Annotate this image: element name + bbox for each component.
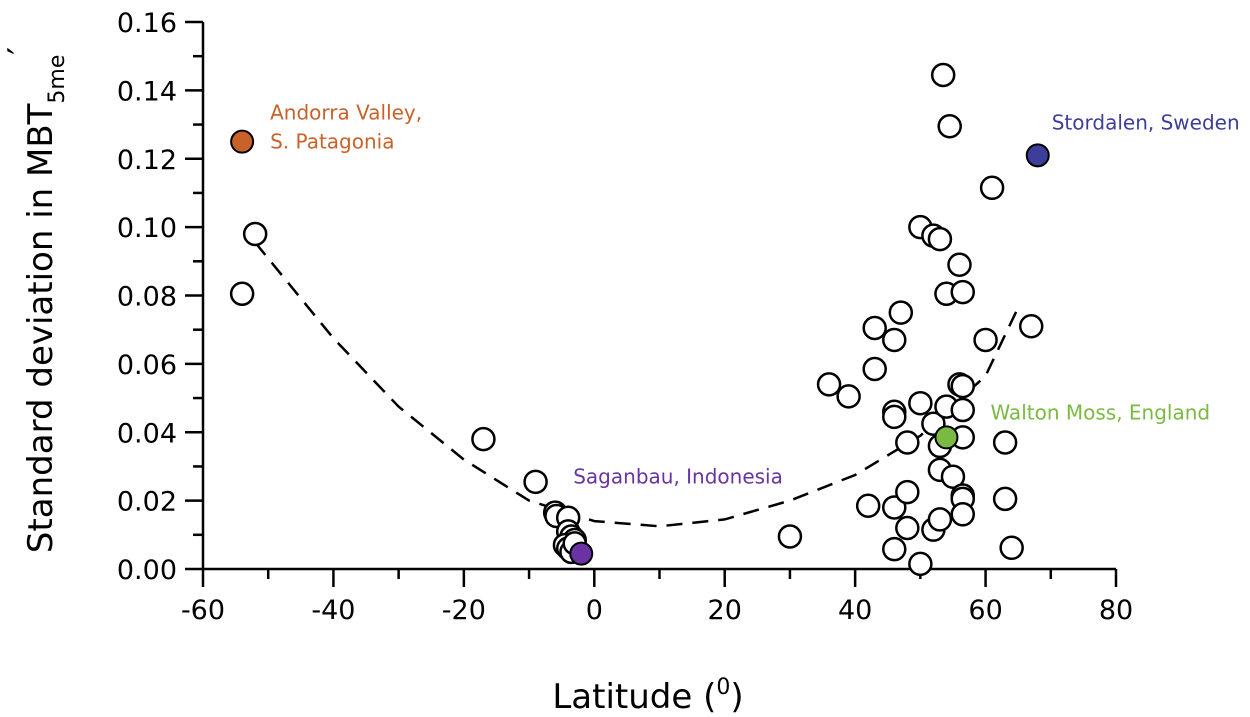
x-tick-label: 60 [968,595,1002,626]
y-tick-label: 0.12 [117,145,177,176]
data-point [927,226,953,252]
y-tick-label: 0.06 [117,350,177,381]
data-point [950,373,975,399]
data-point [947,252,972,277]
axes: -60 -40 -20 0 20 40 60 80 0.00 0.02 0.04 0.06 0.08 0.… [117,8,1133,626]
x-tick-label: 40 [838,595,872,626]
data-point [999,535,1024,561]
y-tick-label: 0.14 [117,76,177,107]
y-tick-label: 0.02 [117,487,177,518]
y-axis-label-sub: 5me [45,55,70,104]
data-point [471,426,496,452]
data-point [950,279,975,305]
x-tick-label: 20 [708,595,742,626]
trendline [254,241,1020,528]
y-tick-label: 0.10 [117,213,177,244]
x-tick-label: -20 [442,595,486,626]
data-point [816,372,842,397]
data-point [882,536,907,562]
data-point [937,114,962,139]
data-point [895,479,920,505]
data-point [908,390,933,416]
point-annotation: Stordalen, Sweden [1052,110,1240,134]
y-tick-label: 0.08 [117,282,177,313]
highlighted-layer: Andorra Valley, S. Patagonia Stordalen, Sw… [230,101,1240,566]
trendline-layer [254,241,1020,528]
y-axis-label: Standard deviation in MBT5me ′ [1,47,70,553]
y-tick-label: 0.16 [117,8,177,39]
data-point [992,486,1018,512]
points-layer [229,62,1044,577]
x-axis-label-sup: 0 [716,675,730,700]
data-point [862,315,887,341]
data-point [229,281,255,307]
highlighted-point [1025,143,1050,168]
data-point [862,356,887,382]
data-point [992,430,1018,455]
data-point [950,397,975,423]
point-annotation: Walton Moss, England [990,400,1210,424]
data-point [242,221,268,247]
x-tick-label: -40 [311,595,355,626]
data-point [930,62,956,88]
x-axis-label-main: Latitude ( [552,677,716,717]
y-axis-label-main: Standard deviation in MBT [21,103,61,553]
highlighted-point [569,541,594,566]
x-tick-label: 0 [586,595,603,626]
y-tick-label: 0.00 [117,555,177,586]
data-point [1018,314,1044,339]
highlighted-point [934,425,959,450]
y-axis-label-prime: ′ [1,47,41,55]
point-annotation: Saganbau, Indonesia [573,465,783,489]
data-point [973,327,998,353]
data-point [836,384,861,409]
data-point [895,430,920,455]
x-tick-label: -60 [181,595,225,626]
highlighted-point [230,129,255,154]
y-tick-label: 0.04 [117,418,177,449]
data-point [523,469,548,495]
data-point [777,524,803,549]
data-point [950,502,975,527]
x-axis-label: Latitude (0) [552,675,743,717]
data-point [927,507,953,532]
data-point [908,551,933,577]
point-annotation: S. Patagonia [270,130,394,154]
data-point [882,404,907,430]
data-point [855,493,881,519]
x-axis-label-end: ) [730,677,743,717]
data-point [882,495,907,520]
x-tick-label: 80 [1099,595,1133,626]
data-point [882,327,907,353]
data-point [895,515,920,541]
point-annotation: Andorra Valley, [270,101,422,125]
data-point [888,300,914,325]
data-point [940,464,966,489]
data-point [979,175,1005,201]
